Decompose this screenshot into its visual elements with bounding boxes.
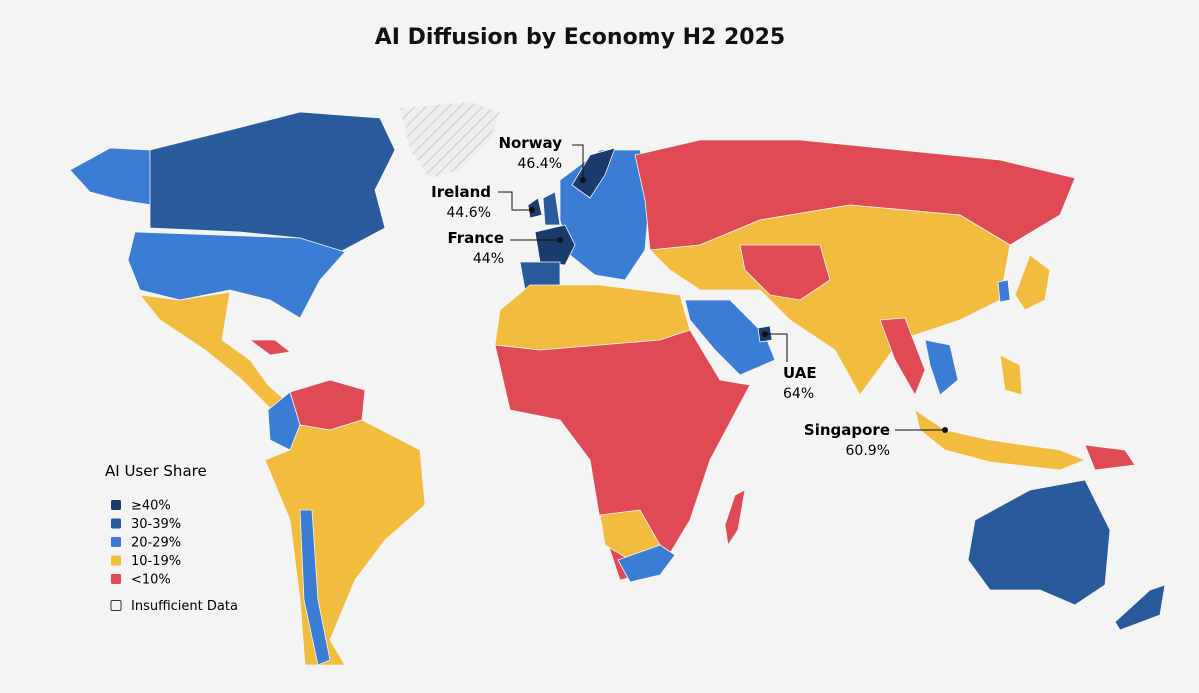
legend-label: 30-39% — [131, 517, 181, 532]
korea — [997, 279, 1011, 303]
france — [534, 224, 576, 266]
callout-name: France — [447, 229, 504, 247]
legend-label: Insufficient Data — [131, 599, 238, 614]
new-zealand — [1114, 584, 1166, 631]
callout-value: 44% — [473, 251, 504, 267]
callout-dot — [557, 237, 563, 243]
callout-value: 46.4% — [518, 156, 562, 172]
callout-name: UAE — [783, 364, 817, 382]
callout-name: Singapore — [804, 421, 890, 439]
legend-label: ≥40% — [131, 499, 171, 514]
leader-line — [498, 191, 532, 211]
legend-swatch — [111, 537, 121, 547]
japan — [1014, 254, 1051, 311]
indonesia — [914, 409, 1087, 471]
regions — [69, 102, 1166, 666]
myanmar — [879, 317, 926, 396]
legend-swatch — [111, 574, 121, 584]
callout-name: Ireland — [431, 183, 491, 201]
legend-label: <10% — [131, 573, 171, 588]
usa — [127, 231, 346, 319]
mexico — [139, 291, 286, 411]
callout-dot — [529, 207, 535, 213]
callout-dot — [942, 427, 948, 433]
canada — [149, 111, 396, 253]
callout-dot — [762, 331, 768, 337]
callouts: Norway 46.4% Ireland 44.6% France 44% UA… — [431, 134, 948, 459]
legend-label: 10-19% — [131, 554, 181, 569]
map-title: AI Diffusion by Economy H2 2025 — [375, 25, 785, 50]
central-asia — [739, 244, 831, 301]
norway — [571, 147, 616, 199]
vietnam — [924, 339, 959, 396]
legend-swatch — [110, 600, 122, 611]
legend-label: 20-29% — [131, 536, 181, 551]
sub-saharan-africa — [494, 329, 751, 581]
caribbean — [248, 339, 291, 356]
uk — [542, 191, 561, 226]
south-africa — [617, 544, 676, 583]
legend-swatch — [111, 500, 121, 510]
legend-swatch — [111, 518, 121, 529]
callout-name: Norway — [498, 134, 562, 152]
australia — [967, 479, 1111, 606]
greenland — [400, 102, 500, 178]
legend-title: AI User Share — [105, 462, 207, 480]
middle-east — [684, 299, 776, 376]
legend-swatch — [111, 555, 121, 566]
asia — [649, 204, 1011, 396]
callout-value: 44.6% — [447, 205, 491, 221]
leader-line — [572, 144, 584, 180]
callout-dot — [580, 177, 586, 183]
chile — [299, 509, 331, 666]
philippines — [999, 354, 1023, 396]
papua — [1084, 444, 1136, 471]
leader-line — [765, 333, 788, 362]
legend: AI User Share ≥40% 30-39% 20-29% 10-19% <10%… — [105, 462, 238, 614]
callout-value: 60.9% — [846, 443, 890, 459]
madagascar — [724, 489, 746, 547]
callout-value: 64% — [783, 386, 814, 402]
ireland — [527, 197, 543, 219]
